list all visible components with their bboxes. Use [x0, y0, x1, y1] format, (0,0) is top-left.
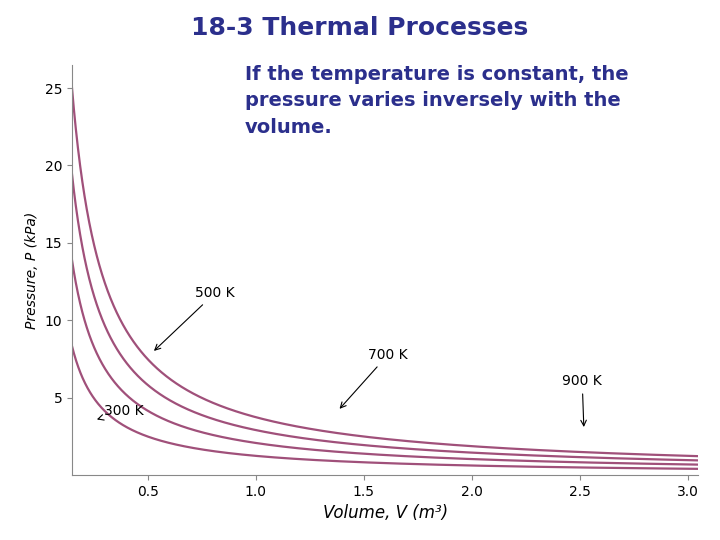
Text: 500 K: 500 K	[155, 286, 235, 350]
Text: 900 K: 900 K	[562, 374, 602, 426]
Text: 18-3 Thermal Processes: 18-3 Thermal Processes	[192, 16, 528, 40]
Text: 300 K: 300 K	[98, 404, 144, 420]
Text: 700 K: 700 K	[341, 348, 408, 408]
X-axis label: Volume, V (m³): Volume, V (m³)	[323, 504, 448, 523]
Y-axis label: Pressure, P (kPa): Pressure, P (kPa)	[25, 211, 39, 329]
Text: If the temperature is constant, the
pressure varies inversely with the
volume.: If the temperature is constant, the pres…	[245, 65, 629, 137]
